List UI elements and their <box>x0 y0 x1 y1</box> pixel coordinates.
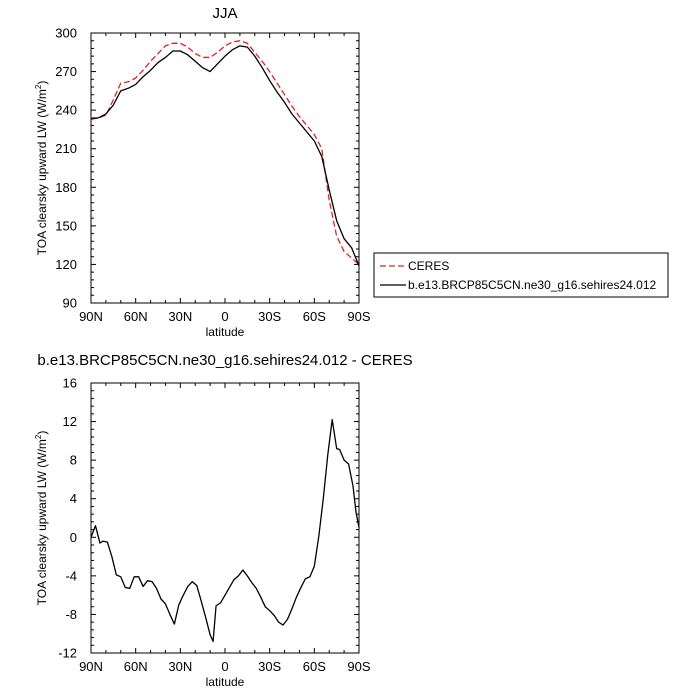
plot-frame <box>90 32 360 304</box>
y-tick-label: 150 <box>55 218 77 233</box>
x-tick-label: 60N <box>124 659 148 674</box>
y-tick-label: 8 <box>70 453 77 468</box>
plot-frame <box>90 382 360 654</box>
y-axis-title-sup: 2 <box>34 84 43 89</box>
y-tick-label: 210 <box>55 141 77 156</box>
series-line-model <box>91 45 359 266</box>
y-axis-title-sup: 2 <box>34 434 43 439</box>
chart-title: b.e13.BRCP85C5CN.ne30_g16.sehires24.012 … <box>37 352 412 369</box>
x-axis-title: latitude <box>206 675 245 689</box>
bottom-panel: b.e13.BRCP85C5CN.ne30_g16.sehires24.012 … <box>34 352 413 689</box>
x-tick-label: 0 <box>221 659 228 674</box>
legend: CERES b.e13.BRCP85C5CN.ne30_g16.sehires24… <box>373 252 669 298</box>
y-axis-title-main: TOA clearsky upward LW (W/m <box>35 439 49 605</box>
x-tick-label: 60S <box>303 659 326 674</box>
y-tick-label: -12 <box>58 646 77 661</box>
chart-title: JJA <box>212 5 237 22</box>
y-tick-label: 90 <box>63 296 77 311</box>
x-tick-label: 30N <box>168 309 192 324</box>
y-tick-label: 270 <box>55 64 77 79</box>
y-tick-label: 300 <box>55 26 77 41</box>
series-line-ceres <box>91 40 359 265</box>
legend-label: b.e13.BRCP85C5CN.ne30_g16.sehires24.012 <box>408 278 656 292</box>
y-tick-label: 12 <box>63 414 77 429</box>
y-axis-title-close: ) <box>35 431 49 435</box>
legend-label: CERES <box>408 259 449 273</box>
y-tick-label: 4 <box>70 491 77 506</box>
y-tick-label: 0 <box>70 530 77 545</box>
y-tick-label: -4 <box>65 568 77 583</box>
x-tick-label: 30S <box>258 309 281 324</box>
y-tick-label: 120 <box>55 257 77 272</box>
y-axis-title: TOA clearsky upward LW (W/m2) <box>34 81 49 256</box>
x-axis-title: latitude <box>206 325 245 339</box>
x-tick-label: 60S <box>303 309 326 324</box>
y-axis-title: TOA clearsky upward LW (W/m2) <box>34 431 49 606</box>
y-tick-label: 240 <box>55 103 77 118</box>
y-tick-label: 16 <box>63 376 77 391</box>
legend-box <box>373 252 669 298</box>
y-tick-label: -8 <box>65 607 77 622</box>
x-tick-label: 30N <box>168 659 192 674</box>
x-tick-label: 90S <box>347 309 370 324</box>
x-tick-label: 0 <box>221 309 228 324</box>
x-tick-label: 60N <box>124 309 148 324</box>
y-axis-title-close: ) <box>35 81 49 85</box>
difference-line <box>91 418 359 643</box>
x-tick-label: 90S <box>347 659 370 674</box>
x-tick-label: 30S <box>258 659 281 674</box>
x-tick-label: 90N <box>79 309 103 324</box>
y-tick-label: 180 <box>55 180 77 195</box>
top-panel: JJA 90N 60N 30N 0 30S 60S 90S 90 120 150 180 210 240 2… <box>34 5 669 339</box>
y-axis-title-main: TOA clearsky upward LW (W/m <box>35 89 49 255</box>
x-tick-label: 90N <box>79 659 103 674</box>
